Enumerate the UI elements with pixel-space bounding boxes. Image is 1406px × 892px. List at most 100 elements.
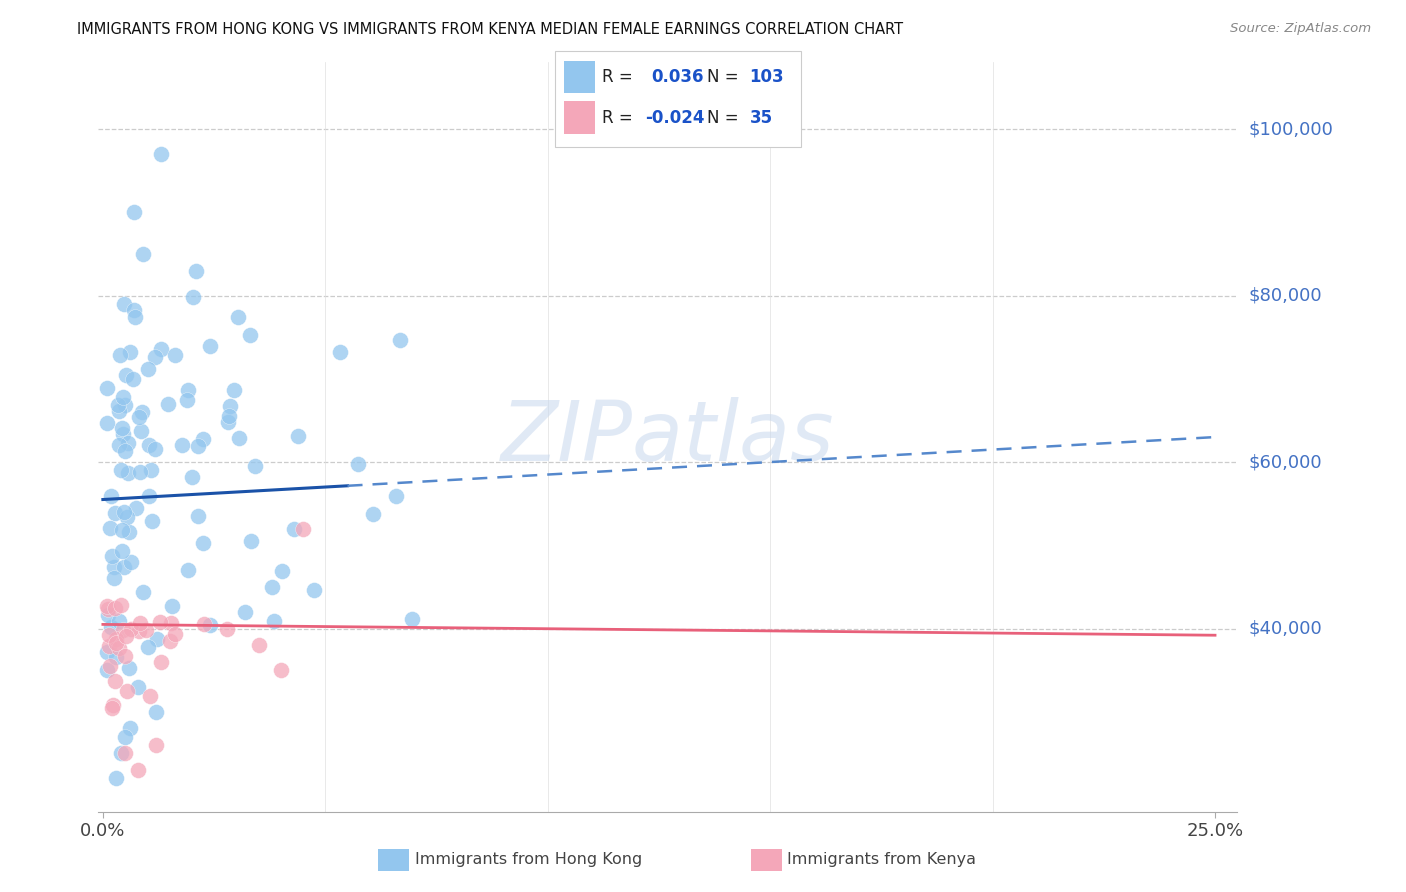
- Point: [149, 342, 172, 356]
- Point: [160, 616, 183, 631]
- Point: [111, 390, 134, 404]
- Text: ZIPatlas: ZIPatlas: [501, 397, 835, 477]
- Point: [132, 247, 155, 261]
- Point: [127, 680, 149, 694]
- Point: [224, 384, 246, 398]
- Point: [191, 432, 214, 446]
- Point: [124, 302, 146, 317]
- Text: $80,000: $80,000: [1249, 286, 1322, 304]
- Point: [118, 722, 141, 736]
- Point: [97, 640, 120, 654]
- Point: [302, 583, 325, 598]
- Point: [108, 614, 131, 628]
- Point: [128, 409, 150, 424]
- Text: -0.024: -0.024: [645, 109, 704, 127]
- Point: [120, 345, 142, 359]
- Point: [100, 700, 122, 714]
- Text: IMMIGRANTS FROM HONG KONG VS IMMIGRANTS FROM KENYA MEDIAN FEMALE EARNINGS CORREL: IMMIGRANTS FROM HONG KONG VS IMMIGRANTS …: [77, 22, 904, 37]
- Point: [145, 738, 167, 752]
- Point: [239, 328, 262, 343]
- Point: [111, 544, 134, 558]
- Text: 0.036: 0.036: [651, 68, 703, 86]
- Point: [138, 438, 160, 452]
- Point: [115, 509, 138, 524]
- Text: $60,000: $60,000: [1249, 453, 1322, 471]
- Point: [112, 505, 135, 519]
- Point: [103, 673, 125, 688]
- Point: [115, 368, 138, 382]
- Point: [150, 655, 173, 669]
- Point: [108, 438, 131, 452]
- Point: [128, 624, 150, 639]
- Point: [111, 523, 134, 537]
- Point: [143, 351, 166, 365]
- Point: [247, 638, 270, 652]
- Text: N =: N =: [707, 68, 738, 86]
- Point: [103, 571, 125, 585]
- Point: [283, 522, 305, 536]
- Point: [329, 345, 352, 359]
- Point: [260, 580, 283, 594]
- Point: [181, 290, 204, 304]
- Point: [96, 645, 118, 659]
- Point: [129, 465, 152, 479]
- Point: [98, 658, 121, 673]
- Point: [122, 371, 145, 385]
- Point: [122, 205, 145, 219]
- Point: [401, 612, 423, 626]
- Point: [96, 602, 118, 616]
- Point: [114, 747, 136, 761]
- Point: [228, 431, 250, 445]
- Point: [132, 585, 155, 599]
- Point: [145, 705, 167, 719]
- Point: [100, 489, 122, 503]
- Point: [112, 426, 135, 441]
- Point: [217, 622, 239, 636]
- Point: [112, 296, 135, 310]
- Point: [117, 435, 139, 450]
- Point: [292, 522, 315, 536]
- Point: [218, 400, 240, 414]
- Point: [217, 416, 239, 430]
- Text: $100,000: $100,000: [1249, 120, 1333, 138]
- Point: [149, 147, 172, 161]
- Point: [160, 599, 183, 613]
- Point: [287, 428, 309, 442]
- Point: [100, 619, 122, 633]
- Point: [181, 470, 204, 484]
- Text: R =: R =: [602, 68, 633, 86]
- Point: [172, 438, 194, 452]
- Point: [187, 439, 209, 453]
- Point: [165, 347, 187, 361]
- Point: [115, 684, 138, 698]
- Point: [198, 617, 221, 632]
- Point: [127, 763, 149, 777]
- Point: [110, 598, 132, 612]
- Point: [98, 521, 121, 535]
- Point: [104, 632, 127, 646]
- Point: [114, 443, 136, 458]
- Point: [97, 608, 120, 623]
- Point: [233, 605, 256, 619]
- Point: [117, 466, 139, 480]
- Point: [139, 463, 162, 477]
- Point: [347, 457, 370, 471]
- Point: [118, 661, 141, 675]
- Point: [124, 310, 146, 325]
- Point: [163, 626, 186, 640]
- Point: [385, 489, 408, 503]
- Point: [218, 409, 240, 423]
- Point: [108, 640, 131, 655]
- Point: [187, 508, 209, 523]
- Point: [226, 310, 249, 325]
- Point: [105, 649, 128, 664]
- Point: [108, 404, 131, 418]
- Point: [243, 458, 266, 473]
- Point: [120, 623, 142, 637]
- Point: [111, 420, 134, 434]
- Point: [104, 601, 127, 615]
- Point: [239, 533, 262, 548]
- Point: [177, 383, 200, 397]
- Text: Immigrants from Kenya: Immigrants from Kenya: [787, 853, 976, 867]
- Point: [112, 560, 135, 574]
